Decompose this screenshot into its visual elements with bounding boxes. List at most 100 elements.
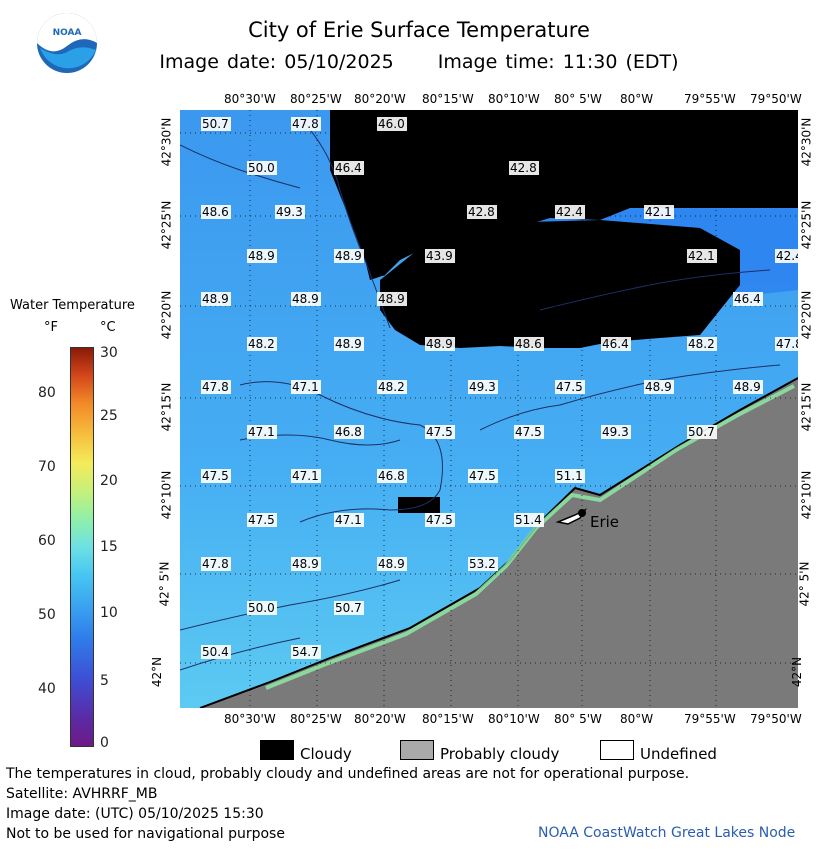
longitude-label-bottom: 79°50'W [750,712,802,726]
temperature-value-text: 47.8 [292,117,319,131]
temperature-value-text: 47.1 [248,425,275,439]
longitude-label-top: 80°25'W [290,92,342,106]
image-time: Image time: 11:30 (EDT) [437,51,679,73]
footer-satellite: Satellite: AVHRRF_MB [6,786,158,802]
latitude-label-right: 42°N [790,656,805,688]
temperature-value-text: 54.7 [292,645,319,659]
temperature-value: 47.1 [334,513,364,527]
temperature-value: 42.4 [555,205,585,219]
temperature-value-text: 48.9 [645,380,672,394]
temperature-value-text: 50.0 [248,601,275,615]
longitude-label-bottom: 80°20'W [354,712,406,726]
longitude-label-top: 79°55'W [684,92,736,106]
celsius-tick: 30 [100,345,118,361]
temperature-value-text: 47.1 [292,380,319,394]
temperature-value-text: 48.9 [248,249,275,263]
latitude-label-right: 42°30'N [799,117,814,167]
fahrenheit-tick: 40 [38,681,56,697]
temperature-value-text: 47.5 [469,469,496,483]
temperature-value-text: 48.9 [426,337,453,351]
temperature-value: 48.6 [201,205,231,219]
temperature-map: 50.7 47.8 46.0 50.0 46.4 42.8 48.6 49.3 42.8 42.4… [180,110,798,708]
temperature-value-text: 42.4 [776,249,798,263]
temperature-value: 50.4 [201,645,231,659]
fahrenheit-tick: 60 [38,533,56,549]
temperature-value: 48.6 [514,337,544,351]
temperature-value: 48.2 [247,337,277,351]
temperature-value-text: 42.8 [510,161,537,175]
temperature-value: 47.8 [201,557,231,571]
temperature-value: 51.4 [514,513,544,527]
temperature-value-text: 47.5 [248,513,275,527]
image-datetime: Image date: 05/10/2025 Image time: 11:30… [0,51,838,73]
longitude-label-top: 80°15'W [422,92,474,106]
temperature-value-text: 50.0 [248,161,275,175]
temperature-value: 50.0 [247,601,277,615]
latitude-label-right: 42°10'N [799,470,814,520]
temperature-value: 48.2 [377,380,407,394]
temperature-value-text: 47.5 [202,469,229,483]
longitude-label-top: 80°20'W [354,92,406,106]
temperature-value-text: 46.0 [378,117,405,131]
temperature-value-text: 47.8 [202,380,229,394]
temperature-value-text: 48.9 [335,249,362,263]
footer-utc-date: Image date: (UTC) 05/10/2025 15:30 [6,806,264,822]
temperature-value: 48.9 [247,249,277,263]
latitude-label-right: 42°20'N [799,290,814,340]
longitude-label-bottom: 80°W [620,712,654,726]
temperature-value-text: 50.7 [335,601,362,615]
temperature-value: 50.0 [247,161,277,175]
noaa-logo: NOAA [37,13,97,73]
temperature-value-text: 48.9 [378,292,405,306]
unit-celsius: °C [100,320,116,335]
latitude-label-left: 42°15'N [159,382,174,432]
temperature-value: 47.5 [425,513,455,527]
longitude-label-top: 80°30'W [224,92,276,106]
latitude-label-right: 42°15'N [799,382,814,432]
temperature-value-text: 47.8 [202,557,229,571]
temperature-value: 48.9 [334,249,364,263]
latitude-label-right: 42°25'N [799,200,814,250]
temperature-value-text: 49.3 [276,205,303,219]
color-scale-bar [70,347,94,747]
temperature-value-text: 48.9 [202,292,229,306]
longitude-label-bottom: 80° 5'W [554,712,602,726]
temperature-value-text: 48.6 [515,337,542,351]
temperature-value-text: 53.2 [469,557,496,571]
celsius-tick: 15 [100,539,118,555]
footer-note: The temperatures in cloud, probably clou… [6,766,690,782]
undefined-label: Undefined [640,745,717,763]
temperature-value-text: 46.8 [378,469,405,483]
temperature-value-text: 42.8 [468,205,495,219]
celsius-tick: 0 [100,735,109,751]
longitude-label-top: 79°50'W [750,92,802,106]
celsius-tick: 25 [100,408,118,424]
temperature-value: 48.9 [291,292,321,306]
temperature-value: 47.8 [775,337,798,351]
temperature-value-text: 47.5 [515,425,542,439]
latitude-label-left: 42°N [150,656,165,688]
temperature-value-text: 48.9 [335,337,362,351]
temperature-value: 46.4 [601,337,631,351]
longitude-label-top: 80°10'W [488,92,540,106]
temperature-value-text: 43.9 [426,249,453,263]
celsius-tick: 20 [100,473,118,489]
temperature-value-text: 48.9 [378,557,405,571]
temperature-value-text: 50.7 [688,425,715,439]
temperature-value: 47.5 [425,425,455,439]
temperature-value: 47.1 [291,380,321,394]
temperature-value: 48.9 [733,380,763,394]
cloudy-label: Cloudy [300,745,352,763]
temperature-value: 49.3 [468,380,498,394]
temperature-value-text: 46.4 [602,337,629,351]
temperature-value-text: 47.5 [426,425,453,439]
temperature-value: 42.4 [775,249,798,263]
cloud-patch [398,497,440,513]
node-credit: NOAA CoastWatch Great Lakes Node [538,825,796,841]
fahrenheit-tick: 50 [38,607,56,623]
temperature-value: 48.9 [291,557,321,571]
longitude-label-bottom: 80°10'W [488,712,540,726]
temperature-value: 46.8 [334,425,364,439]
footer-nav-warning: Not to be used for navigational purpose [6,826,285,842]
temperature-value: 46.4 [334,161,364,175]
